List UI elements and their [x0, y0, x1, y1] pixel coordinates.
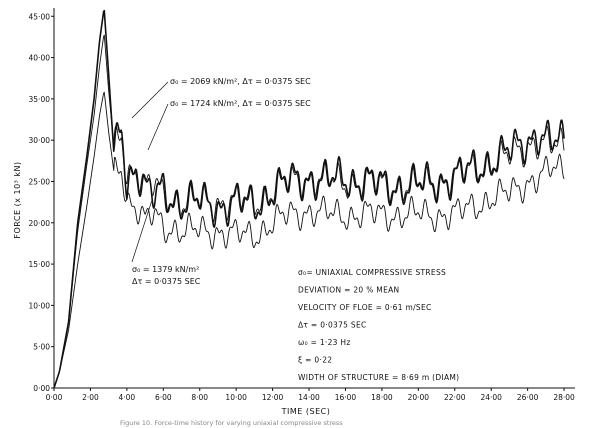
x-tick-label: 16·00	[335, 393, 357, 402]
note-line: ξ = 0·22	[298, 356, 332, 365]
figure-caption: Figure 10. Force-time history for varyin…	[120, 419, 343, 427]
series-line-2	[53, 34, 565, 389]
note-line: σ₀= UNIAXIAL COMPRESSIVE STRESS	[298, 268, 446, 277]
series-layer	[53, 9, 565, 389]
x-axis-title: TIME (SEC)	[281, 407, 331, 416]
series-leader-3	[131, 199, 153, 263]
y-axis-title: FORCE (x 10³ kN)	[13, 161, 22, 238]
y-tick-label: 35·00	[29, 95, 51, 104]
x-tick-label: 8·00	[191, 393, 208, 402]
x-tick-label: 26·00	[517, 393, 539, 402]
y-tick-label: 10·00	[29, 301, 51, 310]
x-tick-label: 24·00	[480, 393, 502, 402]
note-line: WIDTH OF STRUCTURE = 8·69 m (DIAM)	[298, 373, 459, 382]
x-tick-label: 2·00	[82, 393, 99, 402]
x-tick-label: 4·00	[119, 393, 136, 402]
y-tick-label: 5·00	[33, 343, 50, 352]
series-label-3: σ₀ = 1379 kN/m²	[132, 265, 199, 274]
series-label-3: Δτ = 0·0375 SEC	[132, 277, 201, 286]
note-line: ω₀ = 1·23 Hz	[298, 338, 351, 347]
x-tick-label: 20·00	[408, 393, 430, 402]
series-line-3	[53, 91, 565, 389]
series-label-2: σ₀ = 1724 kN/m², Δτ = 0·0375 SEC	[170, 99, 311, 108]
y-tick-label: 45·00	[29, 12, 51, 21]
series-leader-2	[147, 103, 169, 151]
x-tick-label: 18·00	[371, 393, 393, 402]
x-tick-label: 0·00	[46, 393, 63, 402]
x-tick-label: 6·00	[155, 393, 172, 402]
y-tick-label: 40·00	[29, 54, 51, 63]
note-line: VELOCITY OF FLOE = 0·61 m/SEC	[298, 303, 432, 312]
x-tick-label: 14·00	[298, 393, 320, 402]
x-tick-label: 10·00	[225, 393, 247, 402]
annotations: σ₀ = 2069 kN/m², Δτ = 0·0375 SEC σ₀ = 172…	[131, 77, 311, 286]
series-label-1: σ₀ = 2069 kN/m², Δτ = 0·0375 SEC	[170, 77, 311, 86]
axes: 0·00 2·00 4·00 6·00 8·00 10·00 12·00 14·00 16·00…	[29, 8, 575, 402]
x-tick-label: 28·00	[553, 393, 575, 402]
y-tick-label: 25·00	[29, 177, 51, 186]
note-line: Δτ = 0·0375 SEC	[298, 321, 367, 330]
y-tick-label: 15·00	[29, 260, 51, 269]
y-tick-label: 0·00	[33, 384, 50, 393]
x-tick-label: 22·00	[444, 393, 466, 402]
notes-block: σ₀= UNIAXIAL COMPRESSIVE STRESS DEVIATION…	[298, 268, 459, 382]
note-line: DEVIATION = 20 % MEAN	[298, 286, 399, 295]
x-tick-label: 12·00	[262, 393, 284, 402]
series-leader-1	[131, 81, 169, 119]
y-tick-label: 20·00	[29, 219, 51, 228]
y-tick-label: 30·00	[29, 136, 51, 145]
